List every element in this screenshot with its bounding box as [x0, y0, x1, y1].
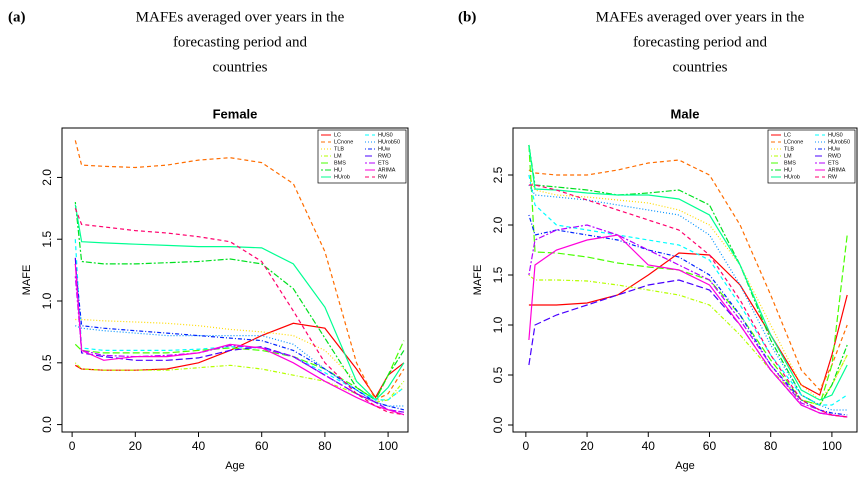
caption-line: MAFEs averaged over years in the: [596, 9, 805, 25]
chart-title: Female: [213, 106, 258, 121]
legend-label: RWD: [828, 153, 841, 159]
series-line: [74, 263, 405, 411]
series-line: [74, 208, 404, 416]
caption-line: countries: [673, 59, 728, 75]
y-tick-label: 1.5: [491, 266, 505, 283]
series-line: [528, 144, 848, 401]
x-tick-label: 20: [129, 439, 143, 453]
legend-label: RW: [378, 174, 388, 180]
series-line: [74, 322, 405, 399]
legend-label: HUw: [828, 146, 840, 152]
x-tick-label: 20: [580, 439, 594, 453]
x-tick-label: 100: [822, 439, 842, 453]
y-axis-label: MAFE: [21, 265, 33, 296]
x-tick-label: 80: [764, 439, 778, 453]
series-line: [528, 214, 848, 416]
y-tick-label: 2.0: [40, 169, 54, 186]
panel-label: (a): [8, 9, 26, 25]
y-tick-label: 0.0: [491, 416, 505, 433]
legend-label: HUrob50: [378, 139, 400, 145]
legend-label: HUrob: [784, 174, 800, 180]
legend-label: HUrob: [334, 174, 350, 180]
y-axis-label: MAFE: [472, 265, 484, 296]
series-line: [528, 234, 848, 418]
series-line: [75, 325, 404, 407]
plot-frame: [61, 127, 409, 433]
x-tick-label: 0: [523, 439, 530, 453]
legend-label: ARIMA: [378, 167, 396, 173]
caption-line: forecasting period and: [633, 34, 768, 50]
legend-label: HU: [334, 167, 342, 173]
caption-line: countries: [213, 59, 268, 75]
x-tick-label: 60: [255, 439, 269, 453]
caption-line: forecasting period and: [173, 34, 308, 50]
legend-label: ETS: [828, 160, 839, 166]
legend-label: HUS0: [828, 132, 843, 138]
legend-label: HUrob50: [828, 139, 850, 145]
legend-label: LC: [334, 132, 341, 138]
series-line: [74, 362, 405, 403]
x-tick-label: 80: [318, 439, 332, 453]
y-tick-label: 1.5: [40, 231, 54, 248]
series-line: [528, 184, 848, 418]
chart-title: Male: [671, 106, 700, 121]
legend-label: RWD: [378, 153, 391, 159]
series-line: [74, 202, 405, 401]
legend-box: [767, 129, 856, 184]
legend-label: TLB: [334, 146, 344, 152]
series-line: [528, 159, 848, 392]
legend-label: HUS0: [378, 132, 393, 138]
series-line: [528, 144, 848, 406]
legend-label: ARIMA: [828, 167, 846, 173]
y-tick-label: 0.0: [40, 416, 54, 433]
x-axis-label: Age: [675, 460, 695, 472]
y-tick-label: 0.5: [491, 366, 505, 383]
series-line: [528, 174, 848, 406]
x-tick-label: 0: [69, 439, 76, 453]
legend-label: HU: [784, 167, 792, 173]
series-line: [74, 204, 405, 401]
series-line: [74, 140, 405, 401]
series-line: [528, 144, 848, 406]
x-tick-label: 40: [642, 439, 656, 453]
legend-label: LCnone: [784, 139, 803, 145]
legend-label: BMS: [334, 160, 346, 166]
legend-label: LC: [784, 132, 791, 138]
legend-label: LM: [334, 153, 342, 159]
legend-label: HUw: [378, 146, 390, 152]
legend-label: BMS: [784, 160, 796, 166]
legend-label: ETS: [378, 160, 389, 166]
series-line: [75, 318, 405, 401]
y-tick-label: 2.5: [491, 166, 505, 183]
legend-box: [317, 129, 407, 184]
legend-label: LM: [784, 153, 792, 159]
y-tick-label: 2.0: [491, 216, 505, 233]
series-line: [528, 252, 848, 396]
legend-label: RW: [828, 174, 838, 180]
y-tick-label: 0.5: [40, 354, 54, 371]
caption-line: MAFEs averaged over years in the: [136, 9, 345, 25]
legend-label: TLB: [784, 146, 794, 152]
series-line: [528, 224, 848, 418]
x-tick-label: 60: [703, 439, 717, 453]
panel-label: (b): [458, 9, 476, 25]
x-axis-label: Age: [225, 460, 245, 472]
x-tick-label: 40: [192, 439, 206, 453]
series-line: [528, 174, 848, 401]
legend-label: LCnone: [334, 139, 353, 145]
y-tick-label: 1.0: [491, 316, 505, 333]
x-tick-label: 100: [378, 439, 398, 453]
y-tick-label: 1.0: [40, 292, 54, 309]
plot-frame: [512, 127, 858, 433]
